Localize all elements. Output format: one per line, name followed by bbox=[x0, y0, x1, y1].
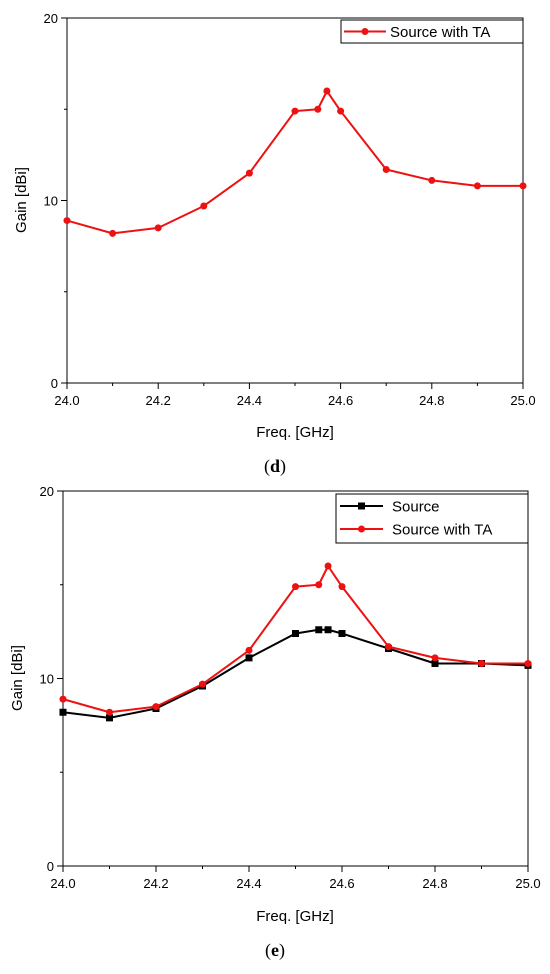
data-point-source-with-ta bbox=[519, 182, 527, 190]
x-axis-title: Freq. [GHz] bbox=[256, 908, 334, 925]
data-point-source bbox=[338, 630, 346, 637]
data-point-source-with-ta bbox=[524, 660, 532, 667]
data-point-source bbox=[431, 660, 439, 667]
y-tick-label: 10 bbox=[40, 672, 54, 687]
data-point-source-with-ta bbox=[428, 176, 436, 184]
legend: Source Source with TA bbox=[335, 493, 529, 544]
legend-label-source: Source bbox=[392, 499, 440, 516]
data-point-source-with-ta bbox=[338, 583, 346, 591]
series-layer bbox=[59, 562, 532, 722]
y-axis-title: Gain [dBi] bbox=[9, 645, 26, 711]
y-tick-label: 20 bbox=[44, 11, 58, 26]
data-point-source-with-ta bbox=[245, 646, 253, 654]
data-point-source-with-ta bbox=[382, 165, 390, 173]
x-tick-label: 24.2 bbox=[146, 393, 171, 408]
data-point-source-with-ta bbox=[473, 182, 481, 190]
y-tick-label: 0 bbox=[47, 859, 54, 874]
series-layer bbox=[63, 87, 527, 237]
x-tick-label: 24.6 bbox=[329, 876, 354, 891]
chart-panel-e: 24.0 24.2 24.4 24.6 24.8 25.0 0 10 20 Gain [dBi]… bbox=[9, 484, 541, 961]
data-point-source-with-ta bbox=[154, 224, 162, 232]
y-axis-title: Gain [dBi] bbox=[13, 167, 30, 233]
legend-swatch-marker-source bbox=[358, 502, 365, 510]
data-point-source-with-ta bbox=[385, 643, 392, 651]
data-point-source-with-ta bbox=[109, 229, 117, 237]
data-point-source bbox=[315, 626, 323, 634]
legend-swatch-marker-source-with-ta bbox=[358, 525, 365, 533]
data-point-source-with-ta bbox=[59, 695, 67, 703]
chart-panel-d: 24.0 24.2 24.4 24.6 24.8 25.0 0 10 20 Gain [dBi]… bbox=[13, 11, 536, 477]
legend-label-source-with-ta: Source with TA bbox=[390, 24, 490, 41]
data-point-source-with-ta bbox=[314, 105, 322, 113]
data-point-source-with-ta bbox=[63, 217, 71, 225]
plot-area-frame bbox=[66, 17, 524, 384]
data-point-source bbox=[292, 630, 299, 637]
x-tick-label: 24.8 bbox=[422, 876, 447, 891]
data-point-source-with-ta bbox=[431, 654, 439, 662]
axis-ticks: 24.0 24.2 24.4 24.6 24.8 25.0 0 10 20 bbox=[44, 11, 536, 408]
data-point-source-with-ta bbox=[152, 703, 160, 711]
data-point-source bbox=[59, 708, 67, 716]
x-tick-label: 24.4 bbox=[237, 393, 262, 408]
x-tick-label: 24.0 bbox=[54, 393, 79, 408]
data-point-source-with-ta bbox=[478, 660, 485, 667]
legend-swatch-marker bbox=[361, 28, 369, 35]
data-point-source-with-ta bbox=[292, 583, 299, 591]
x-tick-label: 24.0 bbox=[50, 876, 75, 891]
data-point-source-with-ta bbox=[245, 169, 253, 177]
series-line-source bbox=[62, 628, 529, 719]
x-axis-title: Freq. [GHz] bbox=[256, 424, 334, 441]
panel-label-d: (d) bbox=[264, 456, 286, 477]
plot-area-frame bbox=[62, 490, 529, 867]
x-tick-label: 24.4 bbox=[236, 876, 261, 891]
x-tick-label: 25.0 bbox=[510, 393, 535, 408]
x-tick-label: 24.6 bbox=[328, 393, 353, 408]
axis-ticks: 24.0 24.2 24.4 24.6 24.8 25.0 0 10 20 bbox=[40, 484, 541, 891]
data-point-source bbox=[106, 714, 113, 722]
x-tick-label: 24.8 bbox=[419, 393, 444, 408]
data-point-source-with-ta bbox=[323, 87, 331, 95]
x-tick-label: 25.0 bbox=[515, 876, 540, 891]
data-point-source-with-ta bbox=[324, 562, 332, 570]
x-tick-label: 24.2 bbox=[143, 876, 168, 891]
data-point-source-with-ta bbox=[200, 202, 208, 210]
y-tick-label: 20 bbox=[40, 484, 54, 499]
y-tick-label: 10 bbox=[44, 194, 58, 209]
legend-label-source-with-ta: Source with TA bbox=[392, 522, 492, 539]
data-point-source bbox=[245, 654, 253, 662]
legend-box bbox=[340, 19, 524, 44]
panel-label-e: (e) bbox=[265, 940, 285, 961]
data-point-source-with-ta bbox=[199, 680, 206, 688]
data-point-source-with-ta bbox=[291, 107, 299, 115]
data-point-source-with-ta bbox=[315, 581, 323, 589]
data-point-source-with-ta bbox=[337, 107, 345, 115]
y-tick-label: 0 bbox=[51, 376, 58, 391]
data-point-source-with-ta bbox=[106, 708, 113, 716]
legend-box bbox=[335, 493, 529, 544]
legend: Source with TA bbox=[340, 19, 524, 44]
data-point-source bbox=[324, 626, 332, 634]
